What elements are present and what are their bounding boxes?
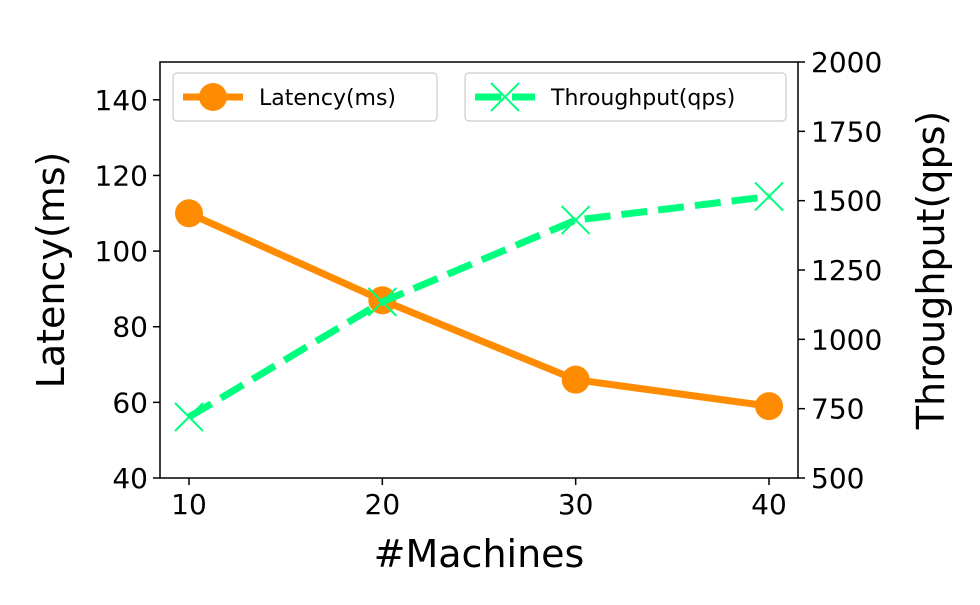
legend-label-1: Latency(ms) — [259, 86, 396, 111]
y2-tick-label-6: 1750 — [811, 115, 882, 148]
y-axis-title: Latency(ms) — [29, 152, 73, 389]
series-line-1 — [187, 210, 770, 410]
marker-stroke — [367, 287, 398, 317]
legend-1: Latency(ms) — [172, 72, 438, 122]
series-2-point-2 — [367, 287, 398, 317]
y-tick-label-5: 120 — [95, 159, 148, 192]
y-tick-label-6: 140 — [95, 84, 148, 117]
marker-stroke — [560, 205, 591, 235]
y2-tick-label-4: 1250 — [811, 254, 882, 287]
axes: 10 20 30 40 40 60 80 100 120 140 500 750 1000 1250 150… — [95, 46, 883, 521]
y2-tick-label-5: 1500 — [811, 185, 882, 218]
x-tick-label-4: 40 — [751, 488, 787, 521]
y-tick-label-1: 40 — [112, 462, 148, 495]
legend-2: Throughput(qps) — [464, 72, 787, 122]
series-2-point-3 — [560, 205, 591, 235]
series-line-2 — [187, 193, 770, 421]
y2-axis-title: Throughput(qps) — [909, 111, 953, 430]
x-axis-title: #Machines — [374, 532, 585, 576]
x-tick-label-2: 20 — [365, 488, 401, 521]
plot-area — [174, 181, 784, 432]
series-1-point-3 — [561, 365, 590, 394]
legend-marker — [490, 82, 520, 112]
legends: Latency(ms) Throughput(qps) — [172, 72, 787, 122]
legend-box — [172, 72, 438, 122]
marker-stroke — [754, 181, 784, 212]
plot-frame — [159, 61, 799, 479]
series-2-point-4 — [754, 181, 784, 212]
y2-tick-label-1: 500 — [811, 462, 864, 495]
series-1-point-4 — [755, 392, 783, 421]
x-tick-label-3: 30 — [558, 488, 594, 521]
y-tick-label-4: 100 — [95, 235, 148, 268]
marker-stroke — [174, 402, 204, 432]
y-tick-label-3: 80 — [112, 311, 148, 344]
x-tick-label-1: 10 — [171, 488, 207, 521]
y2-tick-label-3: 1000 — [811, 323, 882, 356]
y-tick-label-2: 60 — [112, 386, 148, 419]
series-1-point-1 — [175, 199, 203, 228]
y2-tick-label-2: 750 — [811, 393, 864, 426]
y2-tick-label-7: 2000 — [811, 46, 882, 79]
legend-label-2: Throughput(qps) — [550, 86, 735, 111]
legend-marker — [199, 83, 227, 111]
series-2-point-1 — [174, 402, 204, 432]
legend-box — [464, 72, 787, 122]
